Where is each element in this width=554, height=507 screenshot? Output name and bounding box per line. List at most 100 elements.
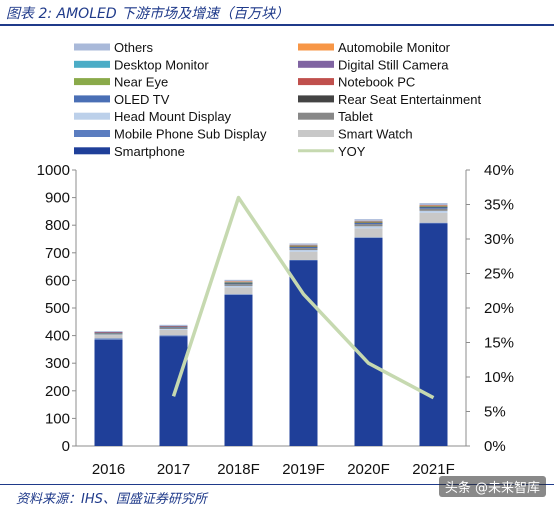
y-right-tick-label: 40% xyxy=(484,162,514,179)
y-left-tick-label: 200 xyxy=(45,383,70,400)
y-left-tick-label: 400 xyxy=(45,328,70,345)
bar-segment-mobile-phone-sub-display xyxy=(225,294,253,295)
x-category-label: 2018F xyxy=(217,461,260,478)
legend-label-head-mount-display: Head Mount Display xyxy=(114,109,232,124)
bar-segment-tablet xyxy=(225,284,253,286)
bar-segment-others xyxy=(355,219,383,221)
legend-label-tablet: Tablet xyxy=(338,109,373,124)
bar-segment-smartphone xyxy=(290,261,318,446)
bar-segment-head-mount-display xyxy=(95,334,123,335)
bar-segment-automobile-monitor xyxy=(290,245,318,246)
bar-segment-others xyxy=(95,331,123,332)
bar-segment-mobile-phone-sub-display xyxy=(420,223,448,224)
x-category-label: 2016 xyxy=(92,461,125,478)
bar-segment-head-mount-display xyxy=(160,329,188,330)
y-right-tick-label: 20% xyxy=(484,300,514,317)
bar-segment-smart-watch xyxy=(355,228,383,237)
legend-label-smartphone: Smartphone xyxy=(114,144,185,159)
bar-segment-automobile-monitor xyxy=(355,221,383,222)
bar-segment-near-eye xyxy=(290,246,318,247)
bar-segment-near-eye xyxy=(355,222,383,223)
bar-segment-head-mount-display xyxy=(225,286,253,287)
bar-segment-smart-watch xyxy=(95,335,123,338)
legend-swatch-near-eye xyxy=(74,78,110,85)
y-right-tick-label: 5% xyxy=(484,404,506,421)
bar-segment-others xyxy=(160,325,188,326)
chart: Others Automobile Monitor Desktop Monitor D… xyxy=(0,26,554,482)
bar-segment-tablet xyxy=(290,248,318,250)
bar-segment-smartphone xyxy=(420,223,448,446)
bar-segment-smart-watch xyxy=(225,287,253,294)
legend-label-yoy: YOY xyxy=(338,144,366,159)
legend-swatch-head-mount-display xyxy=(74,113,110,120)
y-left-tick-label: 1000 xyxy=(37,162,70,179)
bar-segment-smart-watch xyxy=(160,330,188,336)
legend-swatch-automobile-monitor xyxy=(298,44,334,51)
source-note: 资料来源：IHS、国盛证券研究所 xyxy=(16,488,207,507)
legend-label-near-eye: Near Eye xyxy=(114,75,168,90)
y-right-tick-label: 10% xyxy=(484,369,514,386)
legend-swatch-tablet xyxy=(298,113,334,120)
bar-segment-others xyxy=(225,280,253,281)
legend-swatch-mobile-phone-sub-display xyxy=(74,130,110,137)
x-category-label: 2020F xyxy=(347,461,390,478)
watermark: 头条 @未来智库 xyxy=(439,476,546,497)
bar-segment-smartphone xyxy=(95,340,123,446)
y-left-tick-label: 600 xyxy=(45,272,70,289)
y-right-tick-label: 0% xyxy=(484,438,506,455)
bar-segment-smartphone xyxy=(355,238,383,446)
bar-segment-mobile-phone-sub-display xyxy=(95,338,123,339)
legend-label-notebook-pc: Notebook PC xyxy=(338,75,415,90)
legend-label-mobile-phone-sub-display: Mobile Phone Sub Display xyxy=(114,127,267,142)
bar-segment-tablet xyxy=(420,209,448,211)
bar-segment-smart-watch xyxy=(420,213,448,223)
bar-segment-digital-still-camera xyxy=(160,326,188,327)
y-left-tick-label: 900 xyxy=(45,190,70,207)
bar-segment-automobile-monitor xyxy=(420,205,448,206)
bar-segment-mobile-phone-sub-display xyxy=(355,237,383,238)
x-category-label: 2019F xyxy=(282,461,325,478)
legend-swatch-smart-watch xyxy=(298,130,334,137)
bar-segment-mobile-phone-sub-display xyxy=(160,335,188,336)
y-left-tick-label: 100 xyxy=(45,410,70,427)
legend-swatch-digital-still-camera xyxy=(298,61,334,68)
legend-swatch-smartphone xyxy=(74,147,110,154)
legend-label-desktop-monitor: Desktop Monitor xyxy=(114,57,209,72)
bar-segment-smart-watch xyxy=(290,252,318,260)
y-right-tick-label: 25% xyxy=(484,266,514,283)
bar-segment-tablet xyxy=(95,333,123,334)
bar-segment-mobile-phone-sub-display xyxy=(290,260,318,261)
figure-title: 图表 2: AMOLED 下游市场及增速（百万块） xyxy=(6,3,289,23)
legend-label-digital-still-camera: Digital Still Camera xyxy=(338,57,449,72)
bar-segment-tablet xyxy=(355,224,383,226)
legend-label-automobile-monitor: Automobile Monitor xyxy=(338,40,451,55)
bar-segment-digital-still-camera xyxy=(95,332,123,333)
y-left-tick-label: 300 xyxy=(45,355,70,372)
legend-label-oled-tv: OLED TV xyxy=(114,92,170,107)
y-left-tick-label: 500 xyxy=(45,300,70,317)
legend-label-smart-watch: Smart Watch xyxy=(338,127,413,142)
y-left-tick-label: 700 xyxy=(45,245,70,262)
bar-segment-smartphone xyxy=(225,295,253,446)
bar-segment-near-eye xyxy=(225,283,253,284)
y-right-tick-label: 15% xyxy=(484,335,514,352)
bar-segment-others xyxy=(290,243,318,244)
legend-swatch-others xyxy=(74,44,110,51)
legend-label-others: Others xyxy=(114,40,154,55)
y-left-tick-label: 800 xyxy=(45,217,70,234)
legend-swatch-rear-seat-entertainment xyxy=(298,95,334,102)
bar-segment-tablet xyxy=(160,328,188,329)
legend-swatch-desktop-monitor xyxy=(74,61,110,68)
legend-swatch-notebook-pc xyxy=(298,78,334,85)
legend-swatch-oled-tv xyxy=(74,95,110,102)
legend-label-rear-seat-entertainment: Rear Seat Entertainment xyxy=(338,92,481,107)
bar-segment-others xyxy=(420,203,448,205)
y-right-tick-label: 30% xyxy=(484,231,514,248)
bar-segment-head-mount-display xyxy=(290,250,318,252)
y-right-tick-label: 35% xyxy=(484,197,514,214)
x-category-label: 2017 xyxy=(157,461,190,478)
bar-segment-near-eye xyxy=(420,206,448,207)
bar-segment-head-mount-display xyxy=(355,226,383,228)
bar-segment-automobile-monitor xyxy=(225,281,253,282)
bar-segment-head-mount-display xyxy=(420,211,448,213)
